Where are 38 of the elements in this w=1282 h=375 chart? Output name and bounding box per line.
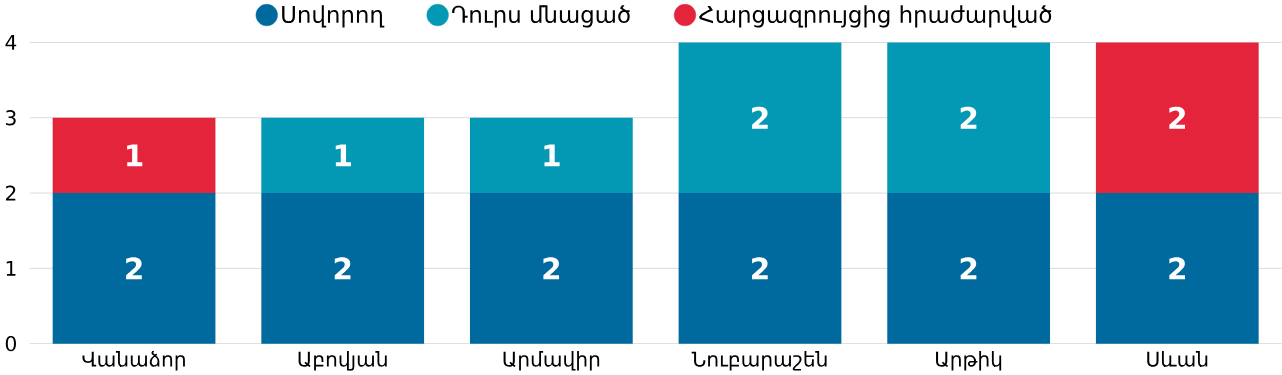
data-label: 1 (335, 144, 351, 167)
bar (52, 117, 216, 193)
bar (678, 193, 842, 344)
bar (261, 117, 425, 193)
x-tick-label: Արմավիր (503, 351, 600, 371)
data-label: 2 (543, 257, 560, 280)
bar (52, 193, 216, 344)
data-label: 2 (126, 257, 142, 280)
data-label: 2 (960, 106, 977, 129)
bar (469, 193, 633, 344)
x-tick-label: Նուբարաշեն (691, 351, 827, 371)
bar (1095, 42, 1259, 193)
data-label: 2 (1169, 106, 1186, 129)
y-tick-label: 2 (5, 185, 16, 201)
y-tick-label: 1 (6, 260, 16, 276)
x-tick-label: Վանաձոր (82, 351, 185, 371)
y-tick-label: 0 (5, 335, 16, 352)
bar (469, 117, 633, 193)
bar (1095, 193, 1259, 344)
data-label: 1 (544, 144, 560, 167)
bar (261, 193, 425, 344)
data-label: 1 (127, 144, 143, 167)
bar (678, 42, 842, 193)
bar (887, 42, 1051, 193)
x-tick-label: Սևան (1147, 351, 1208, 367)
data-label: 2 (1169, 257, 1186, 280)
legend-label: Հարցազրույցից հրաժարված (699, 5, 1052, 28)
data-label: 2 (752, 106, 768, 129)
y-tick-label: 3 (6, 110, 16, 126)
legend-label: Սովորող (282, 5, 385, 28)
bar (887, 193, 1051, 344)
data-label: 2 (334, 257, 351, 280)
legend-label: Դուրս մնացած (452, 5, 630, 28)
data-label: 2 (752, 257, 768, 280)
x-tick-label: Աբովյան (298, 351, 387, 371)
x-tick-label: Արթիկ (936, 351, 1002, 371)
data-label: 2 (960, 257, 977, 280)
y-tick-label: 4 (5, 35, 17, 50)
